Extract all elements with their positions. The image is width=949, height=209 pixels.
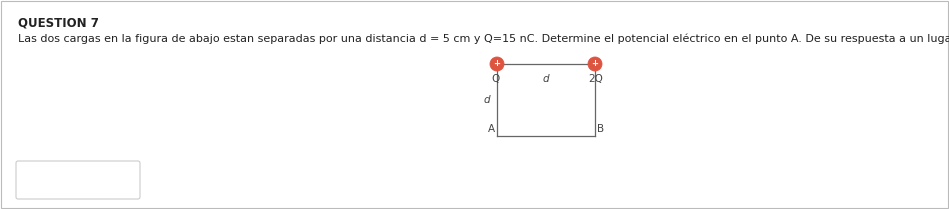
Text: d: d bbox=[484, 95, 491, 105]
Text: Las dos cargas en la figura de abajo estan separadas por una distancia d = 5 cm : Las dos cargas en la figura de abajo est… bbox=[18, 34, 949, 45]
Text: A: A bbox=[488, 124, 495, 134]
Text: d: d bbox=[543, 74, 549, 84]
Text: +: + bbox=[493, 60, 500, 69]
Text: QUESTION 7: QUESTION 7 bbox=[18, 16, 99, 29]
Text: Q: Q bbox=[492, 74, 500, 84]
Text: 2Q: 2Q bbox=[588, 74, 604, 84]
Text: +: + bbox=[591, 60, 599, 69]
FancyBboxPatch shape bbox=[16, 161, 140, 199]
Circle shape bbox=[588, 57, 602, 71]
Circle shape bbox=[490, 57, 504, 71]
Text: B: B bbox=[597, 124, 605, 134]
